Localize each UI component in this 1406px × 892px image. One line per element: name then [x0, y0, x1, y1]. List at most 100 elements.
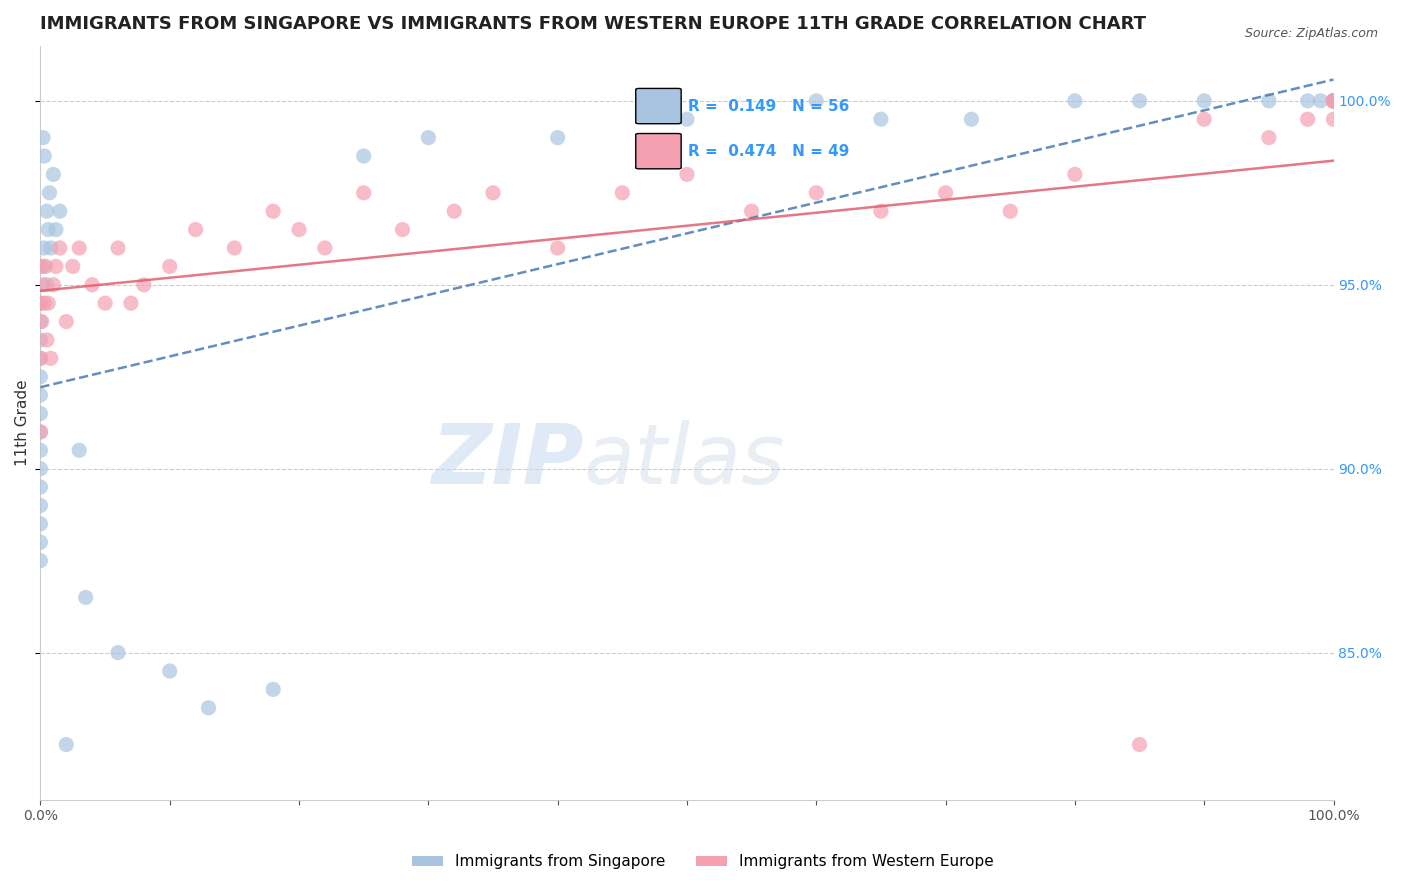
- Point: [1322, 94, 1344, 108]
- Point: [1322, 94, 1344, 108]
- Point: [132, 277, 155, 292]
- Point: [42, 277, 65, 292]
- Point: [1000, 204, 1022, 219]
- Point: [30, 351, 52, 366]
- Point: [314, 241, 336, 255]
- Point: [38, 186, 60, 200]
- Point: [1257, 130, 1279, 145]
- Point: [1192, 112, 1215, 127]
- Point: [1257, 94, 1279, 108]
- Point: [39, 351, 62, 366]
- Point: [30, 407, 52, 421]
- Text: ZIP: ZIP: [430, 420, 583, 501]
- Point: [107, 241, 129, 255]
- Point: [30, 296, 52, 310]
- Point: [34, 260, 56, 274]
- Point: [30, 388, 52, 402]
- Point: [1128, 94, 1150, 108]
- Point: [30, 296, 52, 310]
- Point: [30, 260, 52, 274]
- Point: [676, 112, 699, 127]
- Point: [1296, 94, 1319, 108]
- Point: [1064, 94, 1087, 108]
- Point: [184, 222, 207, 236]
- Point: [1128, 738, 1150, 752]
- Point: [94, 296, 117, 310]
- Point: [612, 186, 634, 200]
- Point: [42, 168, 65, 182]
- Point: [30, 516, 52, 531]
- Point: [37, 222, 59, 236]
- Text: IMMIGRANTS FROM SINGAPORE VS IMMIGRANTS FROM WESTERN EUROPE 11TH GRADE CORRELATI: IMMIGRANTS FROM SINGAPORE VS IMMIGRANTS …: [41, 15, 1146, 33]
- Point: [30, 351, 52, 366]
- Point: [35, 277, 58, 292]
- Point: [159, 260, 181, 274]
- Point: [34, 149, 56, 163]
- Point: [262, 682, 284, 697]
- Point: [30, 554, 52, 568]
- Point: [547, 241, 569, 255]
- Point: [30, 443, 52, 458]
- Point: [960, 112, 983, 127]
- Point: [806, 94, 828, 108]
- Point: [741, 204, 763, 219]
- Point: [353, 149, 375, 163]
- Point: [262, 204, 284, 219]
- Point: [1296, 112, 1319, 127]
- Point: [1322, 94, 1344, 108]
- Y-axis label: 11th Grade: 11th Grade: [15, 379, 30, 466]
- Point: [1322, 94, 1344, 108]
- Point: [30, 425, 52, 439]
- Point: [30, 499, 52, 513]
- Point: [391, 222, 413, 236]
- Point: [45, 222, 67, 236]
- Point: [353, 186, 375, 200]
- Point: [1322, 94, 1344, 108]
- Point: [1322, 94, 1344, 108]
- Point: [35, 204, 58, 219]
- Point: [35, 333, 58, 347]
- Point: [1322, 94, 1344, 108]
- Point: [107, 646, 129, 660]
- Point: [67, 443, 90, 458]
- Point: [159, 664, 181, 678]
- Point: [443, 204, 465, 219]
- Point: [197, 700, 219, 714]
- Point: [32, 130, 55, 145]
- Point: [1322, 94, 1344, 108]
- Point: [30, 480, 52, 494]
- Point: [676, 168, 699, 182]
- Point: [547, 130, 569, 145]
- Point: [31, 314, 53, 328]
- Point: [32, 277, 55, 292]
- Point: [1192, 94, 1215, 108]
- Point: [55, 314, 77, 328]
- Point: [30, 333, 52, 347]
- Point: [806, 186, 828, 200]
- Point: [30, 535, 52, 549]
- Point: [935, 186, 957, 200]
- Point: [1322, 112, 1344, 127]
- Point: [1322, 94, 1344, 108]
- Point: [34, 241, 56, 255]
- Point: [1322, 94, 1344, 108]
- Point: [45, 260, 67, 274]
- Point: [34, 296, 56, 310]
- Point: [870, 112, 893, 127]
- Text: atlas: atlas: [583, 420, 785, 501]
- Point: [1064, 168, 1087, 182]
- Point: [30, 369, 52, 384]
- Point: [30, 314, 52, 328]
- Point: [82, 277, 104, 292]
- Legend: Immigrants from Singapore, Immigrants from Western Europe: Immigrants from Singapore, Immigrants fr…: [406, 848, 1000, 875]
- Point: [75, 591, 97, 605]
- Point: [32, 260, 55, 274]
- Point: [482, 186, 505, 200]
- Point: [224, 241, 246, 255]
- Point: [288, 222, 311, 236]
- Point: [418, 130, 440, 145]
- Point: [49, 241, 72, 255]
- Point: [67, 241, 90, 255]
- Point: [55, 738, 77, 752]
- Point: [39, 241, 62, 255]
